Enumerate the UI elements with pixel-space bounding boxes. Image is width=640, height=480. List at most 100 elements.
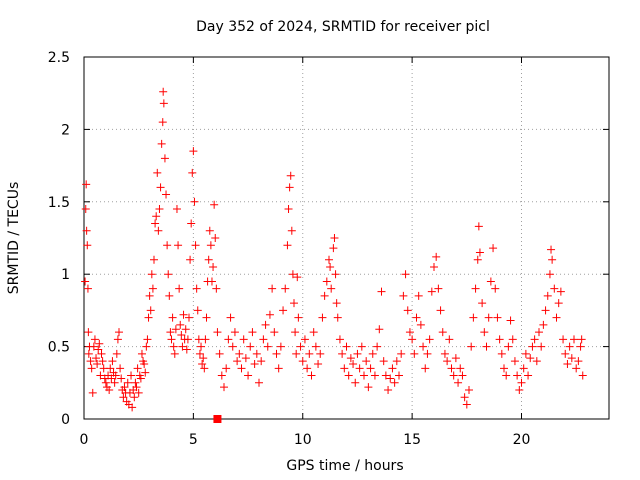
data-point: [403, 306, 412, 315]
data-point: [305, 349, 314, 358]
data-point: [331, 270, 340, 279]
data-point: [210, 200, 219, 209]
data-point: [86, 357, 95, 366]
data-point: [574, 357, 583, 366]
data-point: [456, 364, 465, 373]
square-marker: [213, 415, 222, 423]
data-point: [462, 400, 471, 409]
data-point: [252, 349, 261, 358]
data-point: [113, 335, 122, 344]
data-point: [166, 328, 175, 337]
data-point: [183, 335, 192, 344]
data-point: [165, 291, 174, 300]
data-point: [379, 357, 388, 366]
data-point: [257, 357, 266, 366]
data-point: [342, 342, 351, 351]
data-point: [410, 349, 419, 358]
data-point: [309, 328, 318, 337]
data-point: [340, 364, 349, 373]
data-point: [186, 255, 195, 264]
data-point: [250, 359, 259, 368]
data-point: [521, 349, 530, 358]
data-point: [185, 313, 193, 322]
data-point: [478, 299, 487, 308]
data-point: [495, 335, 504, 344]
data-point: [311, 342, 320, 351]
data-point: [220, 383, 228, 392]
y-tick-label: 0: [61, 412, 70, 428]
data-point: [192, 284, 201, 293]
data-point: [270, 328, 279, 337]
data-point: [174, 241, 183, 250]
data-point: [443, 357, 452, 366]
data-point: [519, 364, 528, 373]
data-point: [484, 313, 493, 322]
data-point: [248, 328, 257, 337]
data-point: [399, 291, 408, 300]
data-point: [552, 313, 561, 322]
data-point: [346, 354, 355, 363]
data-point: [188, 168, 197, 177]
data-point: [548, 255, 557, 264]
data-point: [81, 205, 90, 214]
data-point: [120, 383, 129, 392]
data-point: [570, 335, 578, 344]
data-point: [290, 299, 298, 308]
data-point: [506, 316, 515, 325]
data-point: [116, 364, 125, 373]
data-point: [83, 284, 92, 293]
data-point: [469, 313, 478, 322]
data-point: [530, 335, 539, 344]
data-point: [515, 386, 524, 395]
data-point: [182, 345, 191, 354]
x-tick-label: 20: [513, 432, 531, 448]
data-point: [314, 359, 323, 368]
data-point: [296, 342, 305, 351]
data-point: [332, 299, 341, 308]
data-point: [177, 331, 186, 340]
data-point: [90, 335, 99, 344]
data-point: [559, 335, 568, 344]
data-point: [300, 335, 309, 344]
data-point: [545, 270, 554, 279]
data-point: [178, 342, 187, 351]
data-point: [211, 234, 220, 242]
data-point: [577, 335, 586, 344]
data-point: [526, 354, 535, 363]
data-point: [565, 342, 574, 351]
data-point: [567, 354, 576, 363]
data-point: [204, 255, 213, 264]
data-point: [265, 310, 274, 319]
data-point: [375, 325, 384, 334]
y-tick-label: 1: [61, 267, 70, 283]
data-point: [137, 349, 146, 358]
data-point: [303, 364, 312, 373]
data-point: [157, 139, 166, 148]
data-point: [244, 371, 253, 380]
data-point: [117, 374, 126, 383]
data-point: [491, 284, 500, 293]
data-point: [434, 284, 443, 293]
data-point: [486, 277, 495, 286]
data-point: [330, 234, 339, 242]
data-point: [130, 393, 139, 402]
data-point: [172, 205, 181, 214]
y-axis-label: SRMTID / TECUs: [6, 182, 22, 295]
data-point: [170, 349, 179, 358]
data-point: [133, 364, 142, 373]
data-point: [451, 354, 460, 363]
plot-frame: [83, 56, 610, 420]
data-point: [287, 226, 296, 235]
data-point: [508, 335, 517, 344]
data-point: [84, 328, 93, 337]
data-point: [474, 222, 483, 231]
data-point: [217, 371, 226, 380]
data-point: [110, 378, 119, 387]
data-point: [408, 335, 417, 344]
data-point: [475, 248, 484, 257]
data-point: [293, 273, 302, 282]
data-point: [112, 349, 121, 358]
data-point: [510, 357, 519, 366]
data-point: [162, 190, 171, 199]
data-point: [373, 342, 382, 351]
